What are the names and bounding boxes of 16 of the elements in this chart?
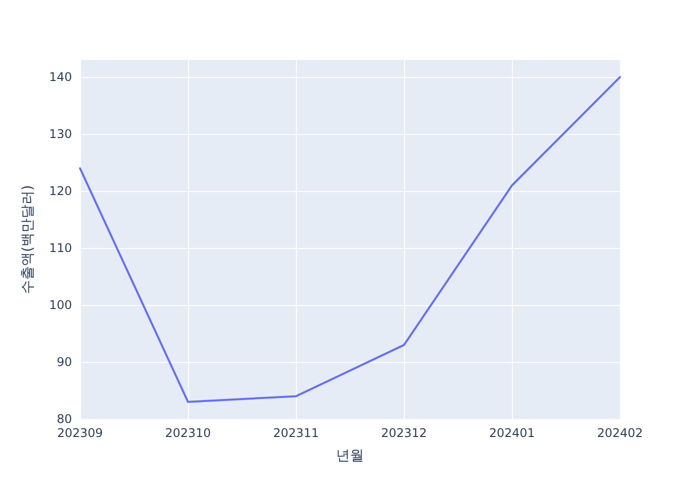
x-tick-label: 202402 — [597, 426, 643, 440]
y-tick-label: 90 — [56, 355, 72, 370]
y-tick-label: 140 — [49, 70, 72, 84]
y-axis-title: 수출액(백만달러) — [20, 185, 36, 294]
x-tick-label: 202401 — [489, 426, 535, 440]
y-tick-label: 80 — [56, 412, 72, 426]
x-tick-label: 202309 — [57, 426, 103, 440]
y-tick-label: 120 — [49, 184, 72, 198]
y-tick-label: 110 — [49, 241, 72, 256]
x-tick-label: 202311 — [273, 426, 319, 440]
x-tick-label: 202310 — [165, 426, 211, 440]
y-tick-label: 130 — [49, 127, 72, 142]
x-tick-label: 202312 — [381, 426, 427, 440]
line-series — [79, 76, 621, 403]
y-tick-label: 100 — [49, 298, 72, 312]
x-axis-title: 년월 — [336, 448, 364, 464]
